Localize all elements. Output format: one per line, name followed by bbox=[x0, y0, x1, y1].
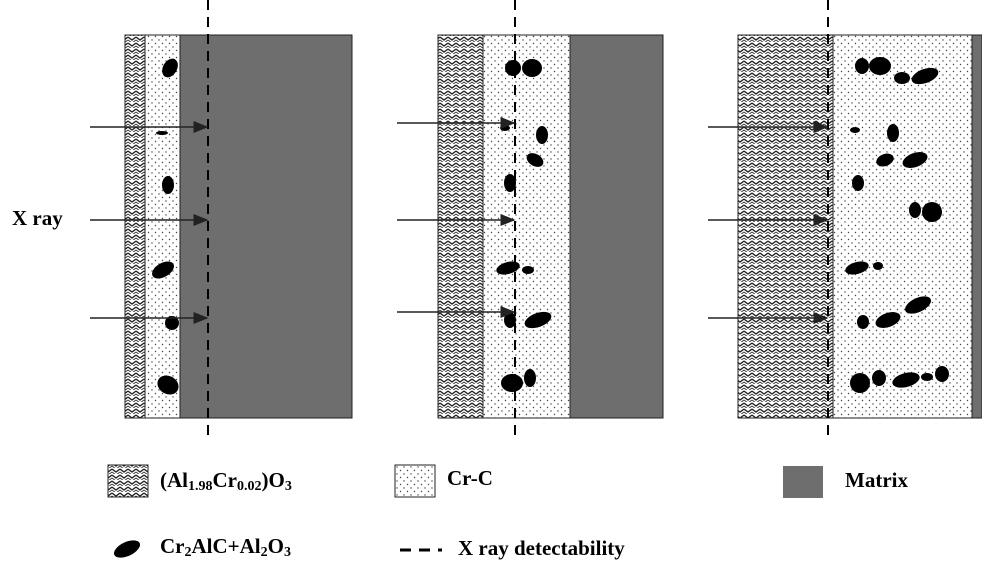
text-part: O bbox=[268, 534, 284, 558]
legend-detectability: X ray detectability bbox=[458, 536, 625, 560]
particles-1 bbox=[152, 58, 179, 395]
text-part: 2 bbox=[185, 545, 192, 560]
panel-2 bbox=[437, 34, 664, 419]
particles-2 bbox=[496, 59, 552, 392]
text-part: 3 bbox=[285, 479, 292, 494]
particles-3 bbox=[845, 57, 949, 393]
text-part: 2 bbox=[261, 545, 268, 560]
text-part: 0.02 bbox=[237, 479, 262, 494]
text-part: (Al bbox=[160, 468, 188, 492]
legend-particles: Cr2AlC+Al2O3 bbox=[160, 534, 291, 560]
text-part: Cr bbox=[160, 534, 185, 558]
panel-3 bbox=[737, 34, 982, 419]
detection-lines bbox=[207, 0, 829, 440]
x-ray-arrows bbox=[90, 117, 829, 324]
legend-oxide: (Al1.98Cr0.02)O3 bbox=[160, 468, 292, 494]
text-part: AlC+Al bbox=[192, 534, 261, 558]
text-part: 3 bbox=[284, 545, 291, 560]
text-part: )O bbox=[262, 468, 285, 492]
legend-matrix: Matrix bbox=[845, 468, 908, 492]
panel-1 bbox=[124, 34, 353, 419]
legend-cr-c: Cr-C bbox=[447, 466, 493, 490]
text-part: Cr bbox=[213, 468, 238, 492]
x-ray-label: X ray bbox=[12, 206, 63, 230]
text-part: 1.98 bbox=[188, 479, 213, 494]
legend: (Al1.98Cr0.02)O3 Cr-C Matrix Cr2AlC+Al2O… bbox=[107, 464, 908, 560]
